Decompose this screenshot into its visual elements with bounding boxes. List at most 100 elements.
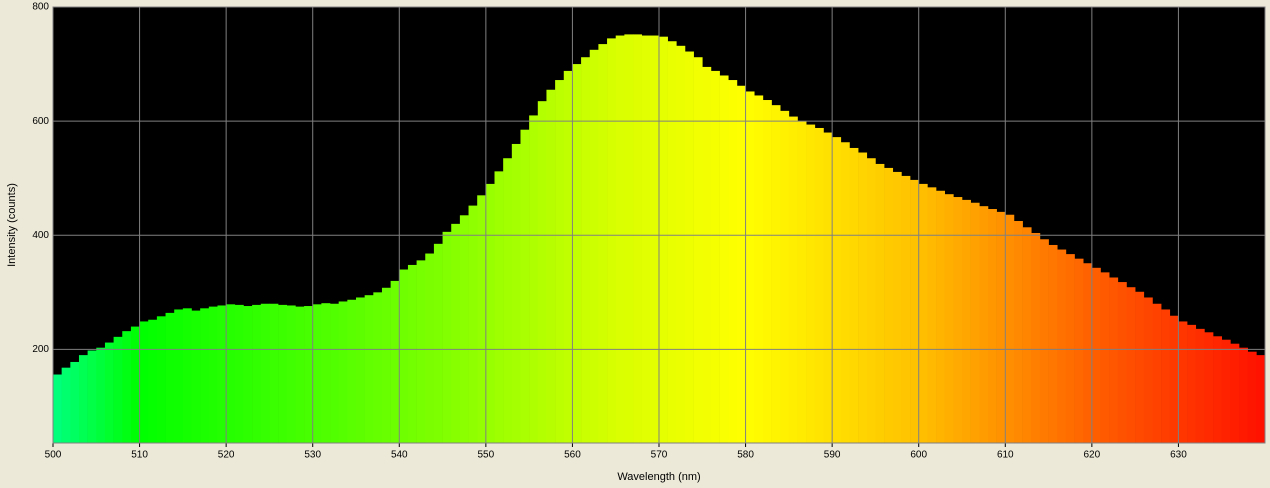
bar <box>1100 272 1110 443</box>
bar <box>693 57 703 443</box>
y-tick-label: 800 <box>32 2 49 13</box>
bar <box>918 183 928 443</box>
bar <box>936 190 945 443</box>
bar <box>130 326 140 443</box>
bar <box>901 175 911 444</box>
x-tick-label: 610 <box>997 450 1014 461</box>
bar <box>910 179 920 443</box>
x-tick-label: 530 <box>304 450 321 461</box>
x-tick-label: 600 <box>910 450 927 461</box>
bar <box>295 306 305 443</box>
bar <box>1256 355 1266 443</box>
bar <box>1022 227 1032 443</box>
x-tick-label: 540 <box>391 450 408 461</box>
bar <box>529 115 539 443</box>
bar <box>1057 249 1067 443</box>
bar <box>979 206 989 443</box>
bar <box>944 194 954 443</box>
bar <box>1065 254 1075 443</box>
bar <box>503 158 513 444</box>
bar <box>459 215 469 443</box>
bar <box>970 202 980 443</box>
bar <box>624 34 634 443</box>
bar <box>304 306 314 443</box>
bar <box>1091 267 1101 443</box>
bar <box>589 49 599 443</box>
bar <box>1048 244 1058 443</box>
bar <box>122 331 132 443</box>
bar <box>702 66 712 444</box>
bar <box>485 183 495 443</box>
bar <box>667 41 677 443</box>
bar <box>165 312 175 443</box>
y-tick-label: 200 <box>32 344 49 355</box>
bar <box>987 209 997 443</box>
plot-border <box>52 6 1266 444</box>
bar <box>278 304 288 443</box>
bar <box>468 205 478 443</box>
bar <box>269 303 279 443</box>
bar <box>840 142 850 443</box>
bar <box>416 260 426 443</box>
bar <box>1247 351 1257 443</box>
bar <box>607 38 617 443</box>
x-tick-label: 580 <box>737 450 754 461</box>
x-tick-label: 560 <box>564 450 581 461</box>
y-tick-label: 600 <box>32 116 49 127</box>
bar <box>598 44 608 444</box>
bar <box>762 100 772 444</box>
bar <box>546 89 556 443</box>
bar <box>182 308 192 443</box>
bar <box>832 137 842 444</box>
bar <box>996 211 1006 443</box>
bar <box>511 143 521 443</box>
bar <box>962 199 971 443</box>
bar <box>356 297 365 443</box>
bar <box>814 127 824 444</box>
bar <box>78 355 88 443</box>
bar <box>1005 214 1015 443</box>
bar <box>260 303 270 443</box>
bar <box>520 129 530 443</box>
bar <box>823 132 833 443</box>
bar <box>1187 324 1197 443</box>
bar <box>1152 303 1162 443</box>
bar <box>633 34 642 443</box>
bar <box>892 171 902 443</box>
bar <box>200 308 210 443</box>
bar <box>1230 343 1240 443</box>
bar <box>442 231 452 443</box>
bar <box>754 95 764 443</box>
bar <box>572 64 582 444</box>
bar <box>61 367 71 443</box>
x-tick-label: 550 <box>478 450 495 461</box>
bar <box>728 80 738 443</box>
bar <box>1195 328 1205 443</box>
bar <box>139 321 149 443</box>
bar <box>156 316 166 443</box>
bar <box>745 91 755 444</box>
bar <box>243 306 253 443</box>
bar <box>373 292 383 443</box>
x-tick-label: 500 <box>45 450 62 461</box>
bar <box>381 287 391 443</box>
bar <box>736 85 746 443</box>
bar <box>884 167 894 443</box>
bar <box>330 303 339 443</box>
bar <box>788 116 798 443</box>
bar <box>1143 297 1153 443</box>
bar <box>364 295 374 443</box>
bar <box>555 80 565 443</box>
bar <box>537 101 547 444</box>
bar <box>875 163 885 443</box>
bar <box>321 303 331 443</box>
bar <box>87 350 97 443</box>
bar <box>1221 339 1231 443</box>
bar <box>659 36 668 444</box>
bar <box>1178 321 1188 443</box>
bar <box>797 121 807 444</box>
bar <box>217 305 227 443</box>
bar <box>234 304 244 443</box>
bar <box>226 304 236 443</box>
bar <box>684 51 694 443</box>
